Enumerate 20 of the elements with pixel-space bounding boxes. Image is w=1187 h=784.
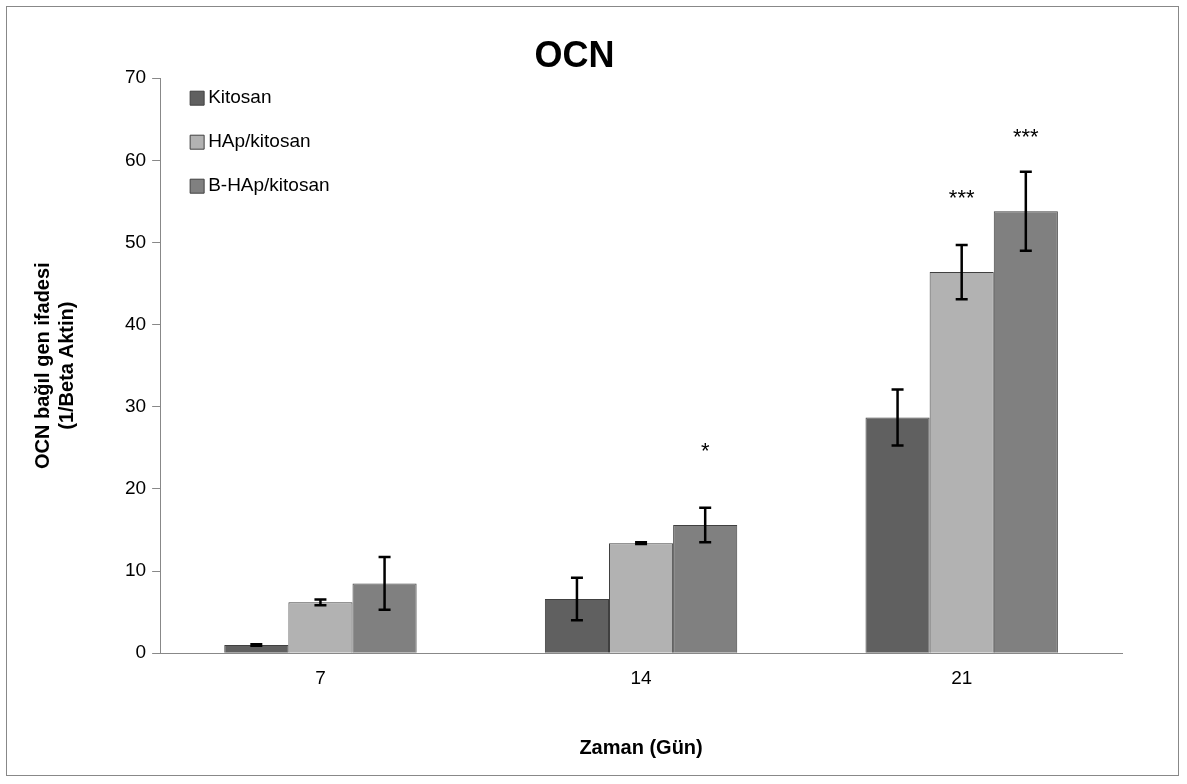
- x-tick-label: 7: [315, 666, 326, 688]
- legend-label: B-HAp/kitosan: [208, 174, 330, 196]
- y-tick-label: 70: [124, 66, 147, 88]
- y-tick-label: 10: [124, 559, 147, 581]
- y-axis-title: OCN bağıl gen ifadesi (1/Beta Aktin): [30, 262, 77, 470]
- x-tick-label: 21: [951, 666, 973, 688]
- x-axis-title: Zaman (Gün): [579, 735, 703, 758]
- chart-title: OCN: [534, 33, 615, 75]
- y-tick-label: 50: [124, 230, 147, 252]
- y-tick-label: 40: [124, 312, 147, 334]
- y-tick-label: 30: [124, 395, 147, 417]
- legend-label: Kitosan: [208, 86, 272, 108]
- annotation: ***: [1012, 124, 1040, 150]
- annotation: ***: [948, 185, 975, 211]
- legend-label: HAp/kitosan: [208, 130, 311, 152]
- y-tick-label: 60: [124, 148, 147, 170]
- x-tick-label: 14: [630, 666, 653, 688]
- y-tick-label: 0: [135, 641, 147, 663]
- annotation: *: [700, 438, 710, 464]
- y-tick-label: 20: [124, 477, 147, 499]
